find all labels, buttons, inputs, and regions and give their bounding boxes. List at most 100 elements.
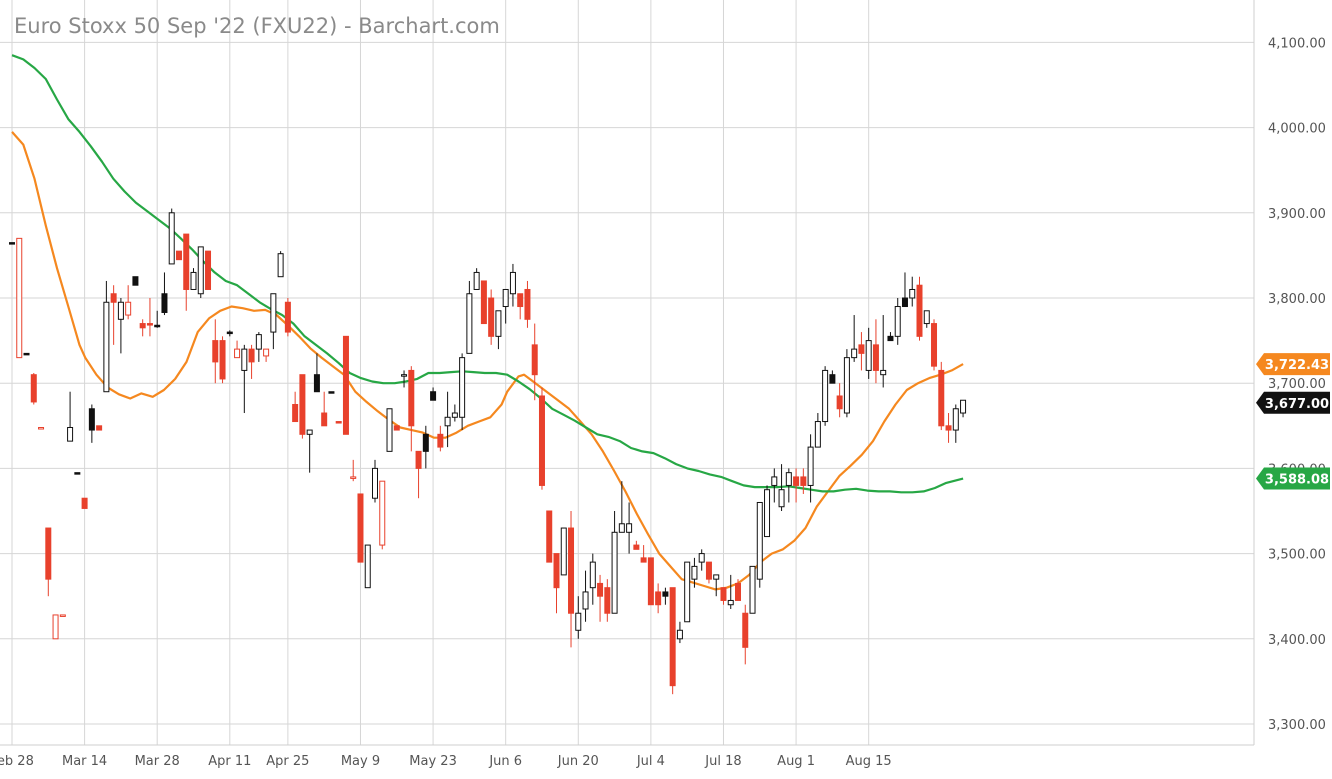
candle-body	[938, 369, 945, 427]
candle-body	[38, 427, 45, 430]
candle-body	[538, 395, 545, 486]
candle-body	[313, 374, 320, 393]
candle-body	[647, 557, 654, 606]
candle-body	[931, 323, 938, 367]
candle-body	[59, 614, 66, 617]
candle-body	[379, 480, 386, 546]
x-tick-label: Apr 11	[208, 754, 251, 769]
candle-body	[415, 450, 422, 469]
candle-body	[793, 476, 800, 486]
candle-body	[451, 412, 458, 418]
candle-body	[67, 427, 74, 442]
candle-body	[125, 301, 132, 316]
candle-body	[843, 357, 850, 414]
candle-body	[139, 323, 146, 329]
candle-body	[698, 553, 705, 563]
candle-body	[408, 369, 415, 427]
candle-body	[901, 297, 908, 308]
candle-body	[52, 614, 59, 640]
candle-body	[531, 344, 538, 376]
candle-body	[684, 561, 691, 623]
x-tick-label: Mar 28	[135, 754, 180, 769]
candle-body	[626, 523, 633, 533]
candle-body	[960, 399, 967, 414]
candle-body	[9, 242, 15, 245]
candle-body	[335, 421, 342, 424]
candle-body	[509, 271, 516, 295]
candle-body	[103, 301, 110, 393]
candle-body	[480, 280, 487, 325]
x-tick-label: Jun 6	[488, 754, 522, 769]
y-tick-label: 3,400.00	[1268, 633, 1326, 648]
candle-body	[241, 348, 248, 371]
candle-body	[865, 340, 872, 371]
candle-body	[306, 429, 313, 435]
candle-body	[887, 335, 894, 342]
candle-body	[822, 369, 829, 423]
x-tick-label: Apr 25	[266, 754, 309, 769]
candle-body	[132, 276, 139, 286]
candle-body	[30, 374, 37, 403]
candle-body	[735, 582, 741, 601]
candle-body	[923, 310, 930, 325]
candle-body	[705, 561, 712, 580]
candle-body	[582, 591, 589, 610]
candle-body	[255, 334, 262, 350]
candle-body	[488, 297, 495, 337]
candle-body	[342, 335, 349, 435]
ma-fast-value-badge-bg	[1256, 353, 1330, 376]
candle-body	[807, 446, 814, 486]
x-tick-label: May 23	[409, 754, 457, 769]
candle-body	[299, 374, 306, 435]
candle-body	[197, 246, 204, 295]
candle-body	[858, 344, 865, 354]
candle-body	[393, 425, 400, 431]
candle-body	[81, 497, 88, 509]
candle-body	[473, 271, 480, 290]
candle-body	[277, 253, 284, 278]
last-price-badge: 3,677.00	[1265, 397, 1329, 412]
candle-body	[676, 629, 683, 640]
candle-body	[785, 472, 792, 486]
candle-body	[364, 544, 371, 589]
candle-body	[945, 425, 952, 431]
ma-fast-value-badge: 3,722.43	[1265, 358, 1329, 373]
y-tick-label: 3,700.00	[1268, 377, 1326, 392]
candle-body	[372, 467, 378, 499]
x-tick-label: May 9	[341, 754, 380, 769]
candle-body	[45, 527, 52, 580]
candle-body	[96, 425, 103, 431]
candle-body	[916, 284, 923, 337]
candle-body	[764, 489, 771, 538]
candle-body	[655, 591, 662, 606]
candle-body	[219, 340, 226, 380]
candle-body	[633, 544, 640, 550]
candle-body	[597, 582, 604, 597]
last-price-badge-bg	[1256, 391, 1330, 414]
candle-body	[836, 395, 843, 410]
candle-body	[611, 531, 618, 614]
candle-body	[175, 250, 182, 261]
candle-body	[270, 293, 277, 333]
candle-body	[23, 352, 30, 356]
candle-body	[800, 476, 807, 486]
candle-body	[880, 369, 887, 376]
candle-body	[212, 340, 219, 363]
candle-body	[430, 391, 437, 401]
candle-body	[357, 493, 364, 563]
ma-slow-value-badge: 3,588.08	[1265, 473, 1329, 488]
candle-body	[604, 587, 611, 614]
candle-body	[727, 599, 734, 606]
candle-body	[437, 433, 444, 448]
candle-body	[88, 408, 95, 431]
candle-body	[814, 421, 821, 448]
candle-body	[546, 510, 553, 563]
x-tick-label: Feb 28	[0, 754, 34, 769]
x-tick-label: Jul 18	[704, 754, 741, 769]
candle-body	[894, 306, 901, 337]
candle-body	[749, 565, 756, 614]
candle-body	[662, 591, 669, 597]
x-tick-label: Jul 4	[636, 754, 665, 769]
moving-average-line-1	[11, 131, 964, 591]
y-tick-label: 3,500.00	[1268, 548, 1326, 563]
